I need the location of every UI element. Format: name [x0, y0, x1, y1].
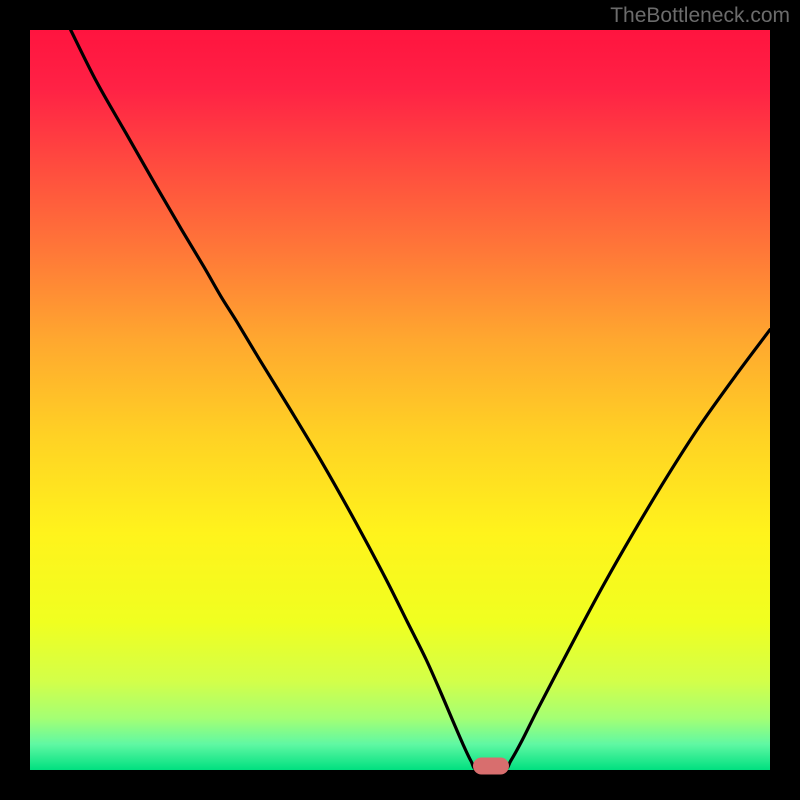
curve-path	[71, 30, 770, 771]
bottleneck-curve	[30, 30, 770, 770]
chart-frame: TheBottleneck.com	[0, 0, 800, 800]
valley-marker	[473, 757, 509, 774]
watermark-text: TheBottleneck.com	[610, 4, 790, 28]
plot-area	[30, 30, 770, 770]
